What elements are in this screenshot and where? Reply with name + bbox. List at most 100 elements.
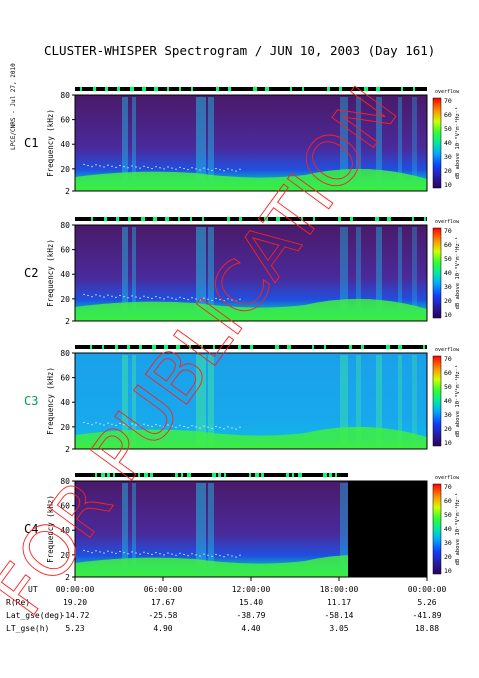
plasma-line-dot <box>191 553 193 555</box>
plasma-line-dot <box>235 556 237 558</box>
plasma-line-dot <box>179 296 181 298</box>
plasma-line-dot <box>191 425 193 427</box>
status-mark <box>216 87 219 91</box>
status-mark <box>323 473 327 477</box>
plasma-line-dot <box>231 555 233 557</box>
status-mark <box>350 217 353 221</box>
colorbar-tick-label: 40 <box>444 525 452 533</box>
plasma-line-dot <box>195 554 197 556</box>
colorbar-tick-label: 30 <box>444 539 452 547</box>
ephemeris-value: 15.40 <box>239 598 263 607</box>
plasma-line-dot <box>155 552 157 554</box>
plasma-line-dot <box>91 424 93 426</box>
status-mark <box>301 217 303 221</box>
panel-name: C4 <box>24 522 38 536</box>
plasma-line-dot <box>131 165 133 167</box>
plasma-line-dot <box>215 297 217 299</box>
plot-frame <box>74 352 428 450</box>
y-axis-label: Frequency (kHz) <box>46 367 55 435</box>
y-tick-label: 60 <box>60 116 70 125</box>
emission-streak <box>356 355 361 447</box>
plasma-line-dot <box>163 426 165 428</box>
status-mark <box>227 217 230 221</box>
ephemeris-value: -14.72 <box>61 611 90 620</box>
status-mark <box>128 217 131 221</box>
plasma-line-dot <box>103 424 105 426</box>
plasma-line-dot <box>175 554 177 556</box>
plasma-line-dot <box>223 170 225 172</box>
plasma-line-dot <box>223 300 225 302</box>
ephemeris-value: -38.79 <box>237 611 266 620</box>
emission-streak <box>376 355 382 447</box>
status-mark <box>153 217 157 221</box>
emission-streak <box>412 227 417 319</box>
plasma-line-dot <box>183 298 185 299</box>
plasma-line-dot <box>179 552 181 554</box>
emission-streak <box>196 227 206 319</box>
plasma-line-dot <box>83 163 85 165</box>
plasma-line-dot <box>119 165 121 167</box>
emission-streak <box>340 483 348 575</box>
status-mark <box>313 217 315 221</box>
x-axis-ticks <box>74 577 428 581</box>
colorbar-tick-label: 60 <box>444 369 452 377</box>
emission-streak <box>122 227 128 319</box>
ephemeris-value: 00:00:00 <box>408 585 447 594</box>
ephemeris-value: 4.40 <box>241 624 260 633</box>
y-tick-label: 2 <box>65 317 70 326</box>
emission-streak <box>356 97 361 189</box>
status-mark <box>187 473 191 477</box>
panel-name: C3 <box>24 394 38 408</box>
plasma-line-dot <box>123 552 125 554</box>
status-mark <box>249 473 251 477</box>
status-mark <box>150 473 153 477</box>
status-mark <box>189 345 191 349</box>
emission-streak <box>376 97 382 189</box>
status-mark <box>255 473 259 477</box>
status-mark <box>176 345 180 349</box>
plasma-line-dot <box>147 296 149 298</box>
status-mark <box>276 217 280 221</box>
plasma-line-dot <box>91 166 93 168</box>
status-mark <box>413 87 415 91</box>
plasma-line-dot <box>135 166 137 168</box>
plasma-line-dot <box>147 552 149 554</box>
plasma-line-dot <box>87 423 89 425</box>
y-tick-label: 20 <box>60 165 70 174</box>
plasma-line-dot <box>167 424 169 426</box>
status-mark <box>213 345 215 349</box>
plasma-line-dot <box>135 296 137 298</box>
y-axis-label: Frequency (kHz) <box>46 109 55 177</box>
panel-c4: 2 20 40 60 80 Frequency (kHz) C4 overflow 10 20 30… <box>24 473 461 582</box>
panel-c1: 2 20 40 60 80 Frequency (kHz) C1 overflow 10 20 30… <box>24 87 461 196</box>
plasma-line-dot <box>127 297 129 299</box>
ephemeris-value: 19.20 <box>63 598 87 607</box>
panel-c3: 2 20 40 60 80 Frequency (kHz) C3 overflow 10 20 30… <box>24 345 461 454</box>
colorbar-tick-label: 20 <box>444 553 452 561</box>
status-mark <box>138 473 140 477</box>
colorbar-tick-label: 20 <box>444 167 452 175</box>
status-mark <box>361 345 364 349</box>
status-mark <box>117 87 120 91</box>
status-mark <box>142 87 146 91</box>
ephemeris-value: 12:00:00 <box>232 585 271 594</box>
emission-streak <box>132 227 136 319</box>
plasma-line-dot <box>219 299 221 301</box>
plasma-line-dot <box>167 166 169 168</box>
status-mark <box>312 345 314 349</box>
colorbar-tick-label: 20 <box>444 297 452 305</box>
plasma-line-dot <box>163 554 165 556</box>
panel-c2: 2 20 40 60 80 Frequency (kHz) C2 overflow 10 20 30… <box>24 217 461 326</box>
plasma-line-dot <box>239 426 241 428</box>
status-mark <box>179 87 181 91</box>
plasma-line-dot <box>103 296 105 298</box>
ephemeris-value: 3.05 <box>329 624 348 633</box>
status-mark <box>90 345 92 349</box>
status-mark <box>329 473 332 477</box>
plasma-line-dot <box>203 297 205 299</box>
ephemeris-label: Lat_gse(deg) <box>6 611 64 620</box>
colorbar-tick-label: 40 <box>444 397 452 405</box>
status-mark <box>113 473 115 477</box>
colorbar-tick-label: 70 <box>444 97 452 105</box>
plasma-line-dot <box>199 427 201 429</box>
